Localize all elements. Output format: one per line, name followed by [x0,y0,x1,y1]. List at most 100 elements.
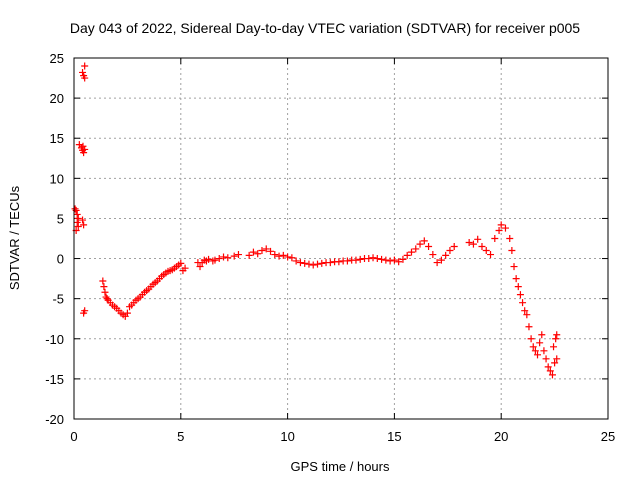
data-point [531,347,539,355]
data-point [258,247,266,255]
y-tick-label: 5 [57,211,64,226]
data-point [279,251,287,259]
data-point [469,240,477,248]
data-point [301,259,309,267]
data-point [512,275,520,283]
x-tick-label: 15 [387,429,401,444]
data-point [420,237,428,245]
data-point [309,261,317,269]
x-axis-label: GPS time / hours [291,459,390,474]
data-point [514,283,522,291]
data-point [267,247,275,255]
data-point [548,371,556,379]
y-tick-label: 25 [50,51,64,66]
data-point [220,253,228,261]
x-tick-label: 10 [280,429,294,444]
y-tick-label: 20 [50,91,64,106]
data-point [284,253,292,261]
data-point [546,367,554,375]
data-point [412,245,420,253]
data-point [262,245,270,253]
data-point [74,214,82,222]
data-point [305,260,313,268]
data-point [534,351,542,359]
data-point [542,355,550,363]
data-point [482,247,490,255]
data-point [81,145,89,153]
data-point [525,323,533,331]
data-point [103,295,111,303]
data-point [177,259,185,267]
data-point [73,210,81,218]
data-point [314,260,322,268]
data-points [71,62,561,379]
data-point [536,339,544,347]
data-point [378,255,386,263]
data-point [386,257,394,265]
y-tick-label: -10 [45,332,64,347]
data-point [326,259,334,267]
data-point [245,251,253,259]
data-point [510,263,518,271]
data-point [416,240,424,248]
data-point [519,299,527,307]
data-point [478,243,486,251]
y-tick-label: 15 [50,131,64,146]
data-point [527,335,535,343]
x-tick-label: 20 [494,429,508,444]
data-point [474,235,482,243]
data-point [80,221,88,229]
data-point [271,251,279,259]
data-point [230,252,238,260]
data-point [215,255,223,263]
data-point [123,309,131,317]
grid [74,58,608,419]
data-point [529,343,537,351]
data-point [487,251,495,259]
data-point [523,311,531,319]
data-point [79,142,87,150]
data-point [442,251,450,259]
data-point [407,248,415,256]
data-point [100,283,108,291]
data-point [373,255,381,263]
data-point [73,218,81,226]
data-point [335,258,343,266]
data-point [538,331,546,339]
x-tick-label: 0 [70,429,77,444]
data-point [506,235,514,242]
data-point [429,251,437,259]
data-point [81,74,89,82]
x-tick-label: 5 [177,429,184,444]
data-point [292,257,300,265]
data-point [446,247,454,255]
data-point [343,257,351,265]
data-point [288,254,296,262]
data-point [275,252,283,260]
data-point [508,247,516,255]
data-point [365,255,373,263]
y-axis-label: SDTVAR / TECUs [7,185,22,290]
data-point [540,347,548,355]
data-point [74,222,82,230]
plot-frame [73,57,609,420]
y-tick-label: 10 [50,171,64,186]
data-point [465,239,473,247]
data-point [395,258,403,266]
data-point [551,359,559,367]
data-point [249,248,257,256]
data-point [99,277,107,285]
data-point [552,335,560,343]
data-point [81,62,89,70]
data-point [491,235,499,242]
chart-title: Day 043 of 2022, Sidereal Day-to-day VTE… [70,20,580,36]
data-point [425,243,433,251]
data-point [450,243,458,251]
data-point [234,251,242,259]
data-point [205,255,213,263]
y-tick-label: -15 [45,372,64,387]
ticks: 0 5 10 15 20 25 -20 -15 -10 -5 0 5 10 15 20 25 [45,51,615,444]
data-point [80,149,88,157]
x-tick-label: 25 [601,429,615,444]
data-point [79,216,87,224]
